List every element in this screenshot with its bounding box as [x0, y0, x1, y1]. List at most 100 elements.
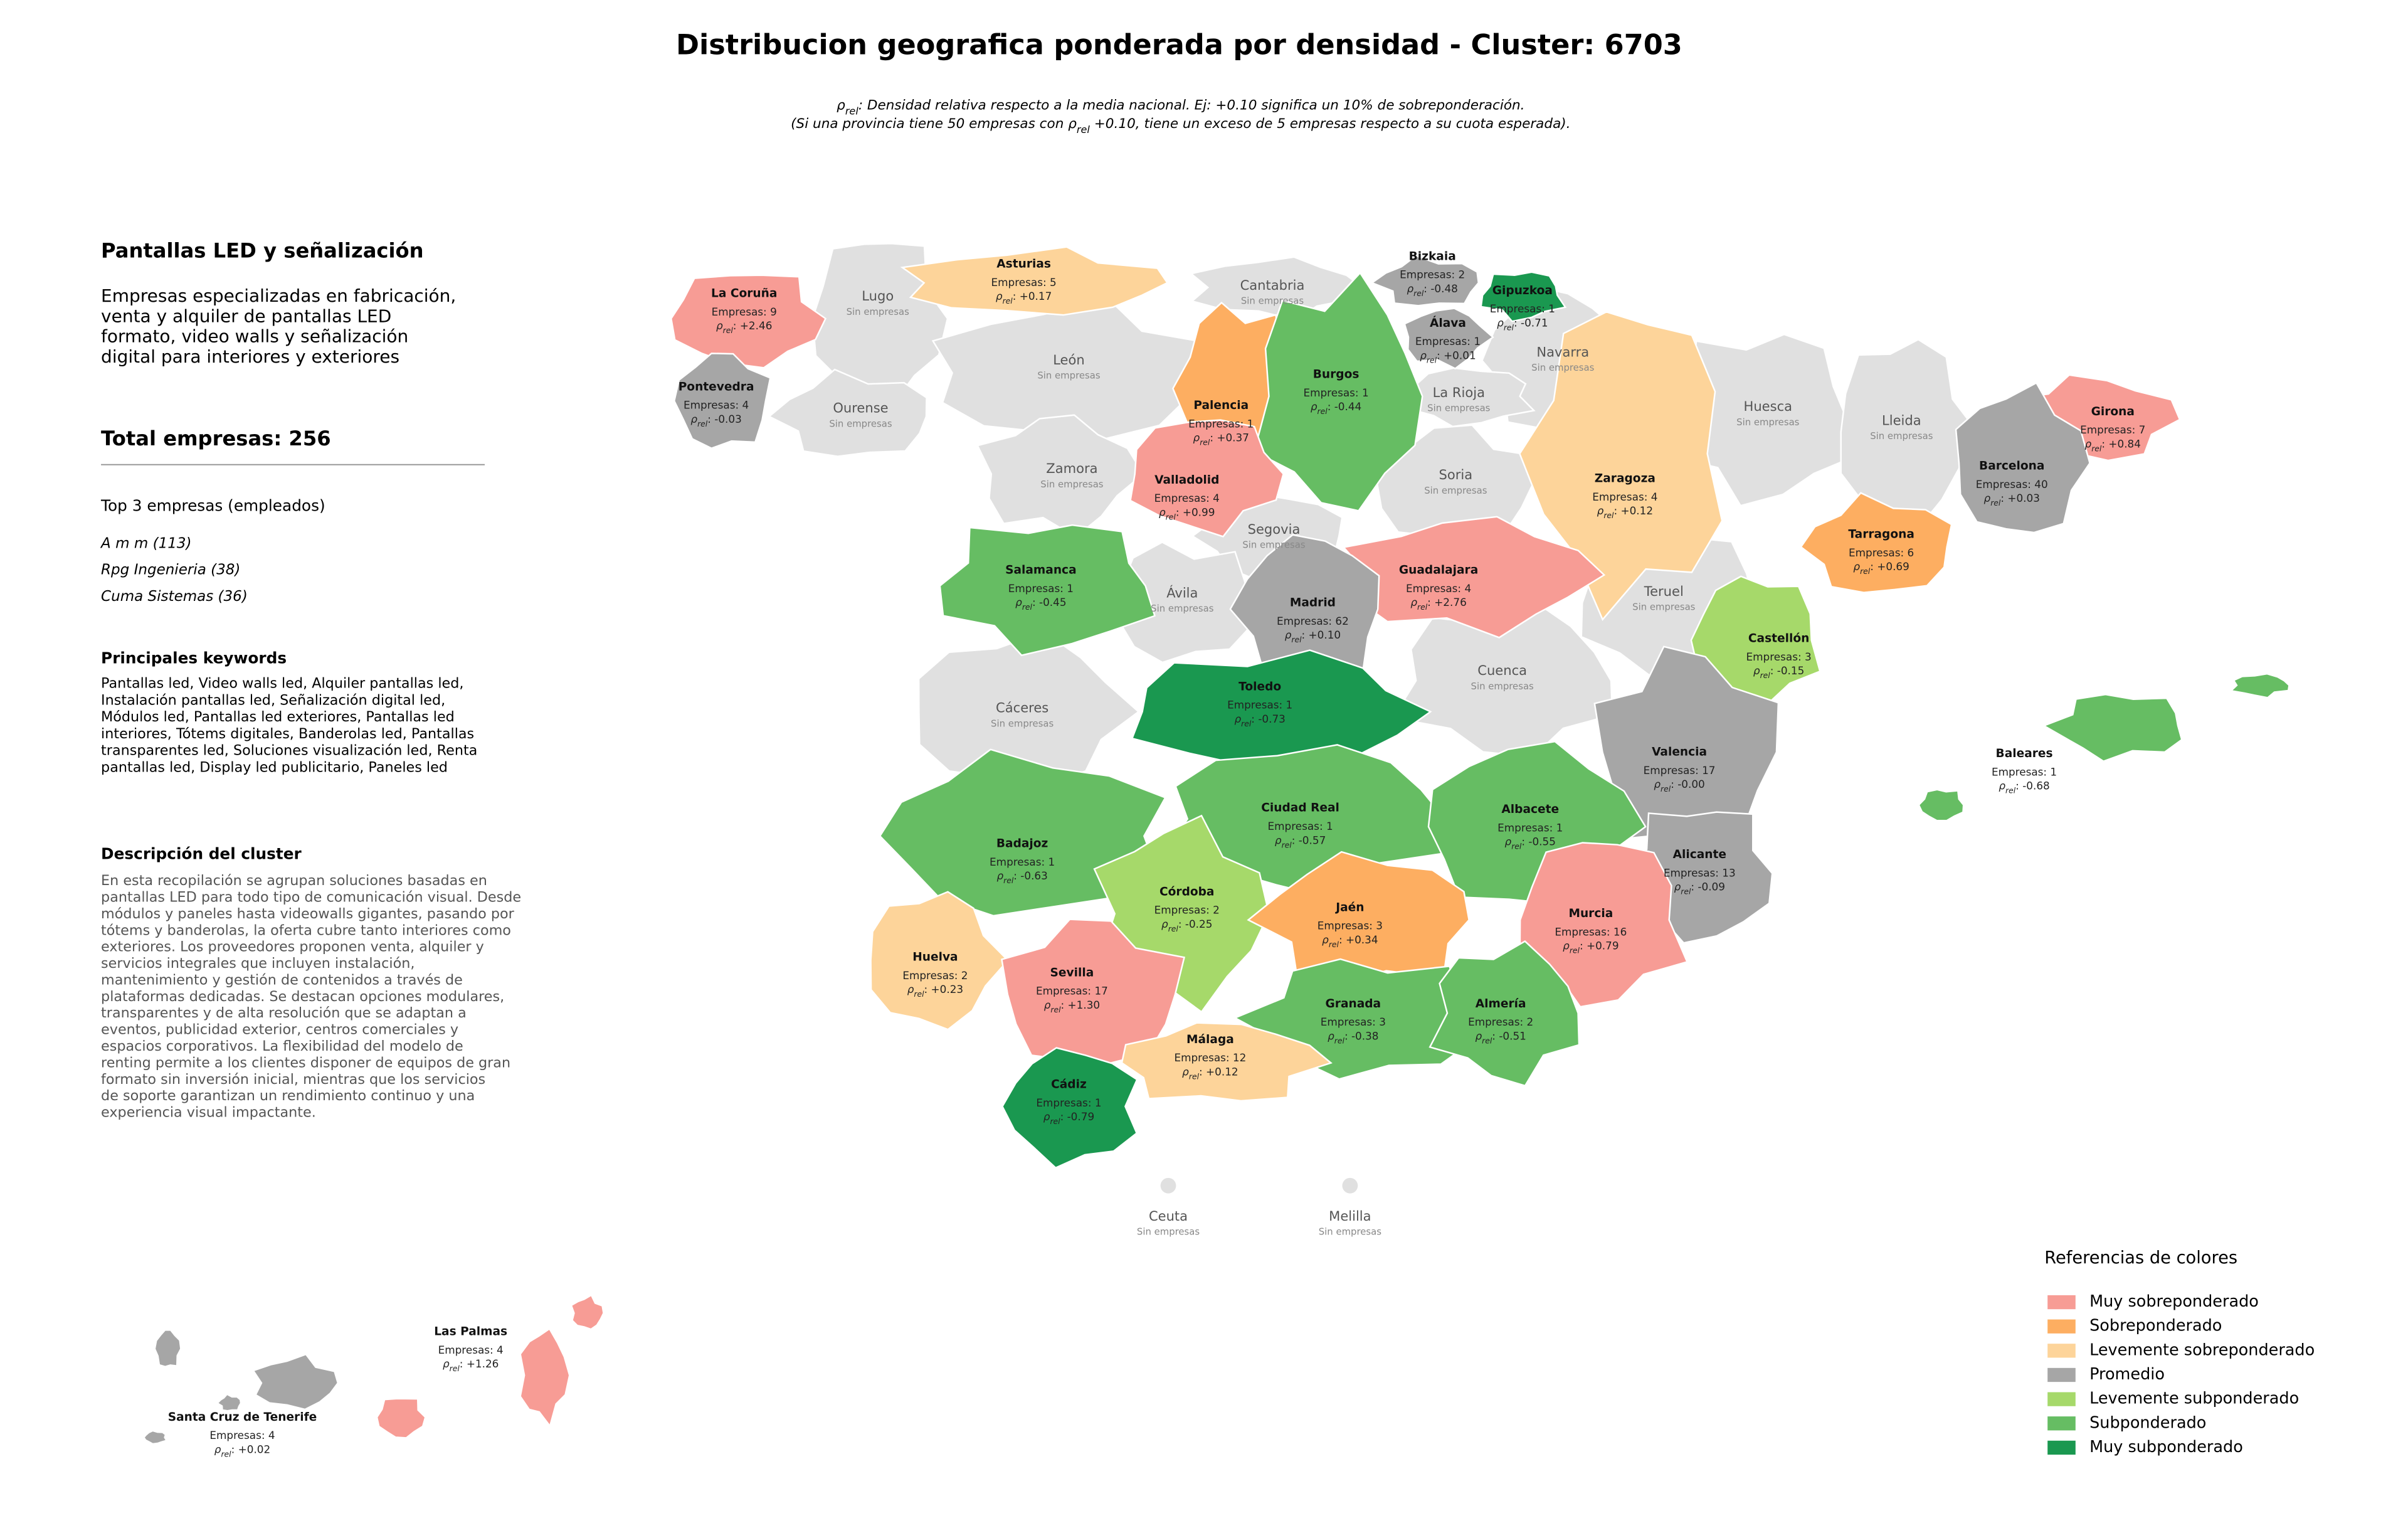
province-shape: [1428, 940, 1580, 1087]
province-shape: [519, 1327, 571, 1428]
province-note: Sin empresas: [1151, 603, 1214, 614]
province-name: Albacete: [1501, 803, 1559, 816]
province-companies: Empresas: 62: [1277, 615, 1349, 627]
province-companies: Empresas: 6: [1849, 546, 1914, 559]
rho-subscript: rel: [1329, 940, 1339, 948]
province-shape: [1690, 575, 1821, 706]
rho-subscript: rel: [1661, 785, 1671, 793]
description-line: tótems y banderolas, la oferta cubre tan…: [101, 922, 511, 938]
province-companies: Empresas: 1: [1303, 386, 1368, 399]
description-line: de soporte garantizan un rendimiento con…: [101, 1088, 475, 1104]
province-shape: [768, 368, 927, 457]
rho-symbol: ρ: [1654, 778, 1661, 790]
province-rho: ρrel: -0.63: [996, 869, 1047, 885]
rho-symbol: ρ: [1999, 780, 2005, 792]
rho-symbol: ρ: [443, 1357, 450, 1370]
province-shape: [900, 246, 1169, 316]
rho-value: +0.99: [1183, 506, 1215, 519]
province-shape: [1480, 271, 1567, 322]
province-note: Sin empresas: [1471, 681, 1534, 692]
rho-subscript: rel: [1241, 719, 1252, 728]
rho-value: +0.69: [1877, 560, 1909, 573]
province-name: La Rioja: [1433, 385, 1485, 400]
rho-separator: :: [1492, 1029, 1499, 1042]
province-name: Zaragoza: [1595, 472, 1656, 485]
province-shape: [216, 1393, 242, 1412]
rho-subscript: rel: [1050, 1117, 1060, 1126]
rho-subscript: rel: [1050, 1005, 1061, 1014]
rho-symbol: ρ: [1497, 316, 1504, 329]
province-shape: [1129, 419, 1284, 538]
rho-subscript: rel: [914, 990, 924, 999]
rho-symbol: ρ: [1563, 940, 1570, 952]
province-companies: Empresas: 2: [1154, 904, 1220, 916]
rho-subscript: rel: [1482, 1036, 1492, 1045]
legend-swatch: [2047, 1416, 2076, 1431]
province-shape: [879, 748, 1167, 917]
province-shape: [1955, 381, 2091, 534]
rho-value: -0.71: [1521, 316, 1548, 329]
rho-value: +0.12: [1206, 1065, 1238, 1078]
province-name: Segovia: [1248, 521, 1301, 537]
rho-separator: :: [1292, 834, 1299, 846]
rho-value: +0.10: [1309, 629, 1341, 641]
province-name: Soria: [1439, 467, 1473, 482]
rho-subscript: rel: [1189, 1072, 1200, 1081]
province-companies: Empresas: 1: [990, 856, 1055, 868]
rho-subscript: rel: [1860, 567, 1871, 576]
province-note: Sin empresas: [1870, 430, 1933, 442]
subtitle: ρrel: Densidad relativa respecto a la me…: [837, 97, 1524, 117]
province-rho: ρrel: -0.79: [1043, 1110, 1094, 1126]
province-rho: ρrel: -0.00: [1654, 778, 1704, 793]
rho-symbol: ρ: [1275, 834, 1282, 846]
province-shape: [976, 414, 1144, 538]
rho-subscript: rel: [1291, 635, 1302, 644]
rho-symbol: ρ: [1420, 349, 1427, 361]
province-name: Cantabria: [1240, 277, 1305, 293]
legend-label: Muy subponderado: [2089, 1438, 2243, 1456]
rho-separator: :: [1344, 1029, 1351, 1042]
province-companies: Empresas: 2: [1400, 268, 1465, 280]
province-shape: [2229, 672, 2290, 699]
province-rho: ρrel: -0.57: [1275, 834, 1326, 849]
province-name: Palencia: [1193, 399, 1249, 412]
province-name: Santa Cruz de Tenerife: [168, 1411, 317, 1424]
rho-subscript: rel: [1334, 1036, 1345, 1045]
rho-symbol: ρ: [907, 983, 914, 995]
rho-separator: :: [2015, 780, 2022, 792]
province-companies: Empresas: 1: [1415, 335, 1481, 348]
legend-swatch: [2047, 1319, 2076, 1334]
province-name: Ciudad Real: [1261, 802, 1339, 815]
province-name: Alicante: [1673, 848, 1726, 861]
rho-subscript: rel: [2005, 786, 2016, 795]
province-rho: ρrel: -0.25: [1161, 918, 1212, 933]
province-name: Las Palmas: [434, 1325, 507, 1339]
rho-value: -0.09: [1698, 881, 1725, 893]
province-name: Cáceres: [996, 700, 1048, 716]
keywords-line: transparentes led, Soluciones visualizac…: [101, 743, 477, 759]
province-note: Sin empresas: [1137, 1226, 1200, 1238]
rho-separator: :: [1770, 664, 1777, 677]
rho-separator: :: [1427, 596, 1434, 608]
rho-symbol: ρ: [1182, 1065, 1189, 1078]
top-company: Cuma Sistemas (36): [101, 588, 248, 605]
rho-separator: :: [707, 413, 714, 425]
legend-swatch: [2047, 1295, 2076, 1310]
province-shape: [870, 891, 1010, 1031]
rho-value: +2.76: [1434, 596, 1467, 608]
province-note: Sin empresas: [1424, 485, 1487, 496]
province-companies: Empresas: 2: [1468, 1016, 1533, 1028]
rho-separator: :: [1613, 504, 1620, 517]
province-companies: Empresas: 5: [991, 276, 1057, 289]
rho-symbol: ρ: [1193, 432, 1200, 444]
subtitle-segment: : Densidad relativa respecto a la media …: [858, 97, 1525, 113]
rho-subscript: rel: [1417, 603, 1428, 612]
rho-symbol: ρ: [214, 1443, 221, 1455]
province-companies: Empresas: 3: [1746, 650, 1812, 663]
panel-summary: venta y alquiler de pantallas LED: [101, 305, 391, 326]
rho-symbol: ρ: [1853, 560, 1860, 573]
province-rho: ρrel: +1.30: [1044, 999, 1100, 1014]
province-name: Zamora: [1046, 460, 1097, 476]
subtitle: (Si una provincia tiene 50 empresas con …: [791, 116, 1570, 135]
province-note: Sin empresas: [829, 418, 892, 429]
